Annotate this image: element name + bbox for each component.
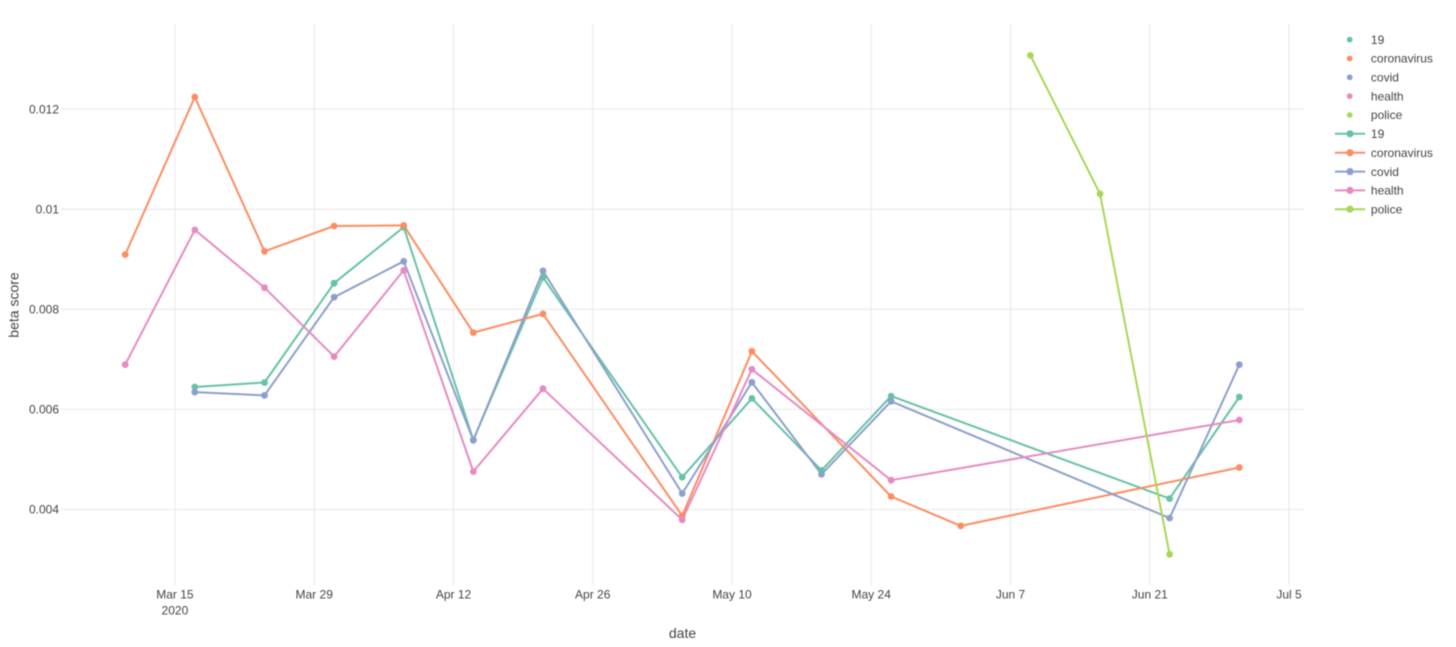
svg-text:0.004: 0.004 — [29, 503, 59, 517]
svg-text:Apr 26: Apr 26 — [575, 588, 611, 602]
svg-text:covid: covid — [1371, 165, 1399, 179]
svg-text:0.006: 0.006 — [29, 403, 59, 417]
svg-text:2020: 2020 — [162, 604, 189, 618]
svg-text:Apr 12: Apr 12 — [436, 588, 472, 602]
svg-text:0.01: 0.01 — [36, 202, 60, 216]
svg-text:Jun 21: Jun 21 — [1132, 588, 1168, 602]
svg-text:police: police — [1371, 108, 1403, 122]
svg-text:May 10: May 10 — [712, 588, 752, 602]
svg-text:May 24: May 24 — [852, 588, 892, 602]
svg-text:Mar 15: Mar 15 — [156, 588, 194, 602]
svg-text:police: police — [1371, 202, 1403, 216]
svg-text:19: 19 — [1371, 127, 1385, 141]
svg-text:beta score: beta score — [6, 272, 22, 338]
svg-text:19: 19 — [1371, 33, 1385, 47]
svg-text:0.012: 0.012 — [29, 102, 59, 116]
svg-text:Jun 7: Jun 7 — [996, 588, 1026, 602]
svg-text:0.008: 0.008 — [29, 303, 59, 317]
svg-text:date: date — [669, 625, 696, 641]
svg-text:coronavirus: coronavirus — [1371, 146, 1433, 160]
svg-text:Jul 5: Jul 5 — [1276, 588, 1302, 602]
svg-text:covid: covid — [1371, 71, 1399, 85]
svg-text:health: health — [1371, 89, 1404, 103]
svg-text:coronavirus: coronavirus — [1371, 52, 1433, 66]
svg-text:Mar 29: Mar 29 — [296, 588, 334, 602]
svg-text:health: health — [1371, 184, 1404, 198]
